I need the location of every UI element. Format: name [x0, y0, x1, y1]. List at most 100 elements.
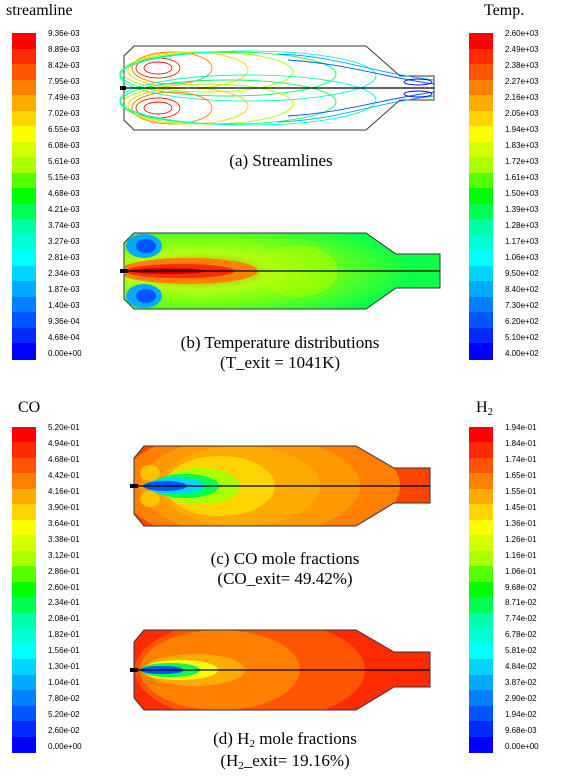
colorbar-swatch	[12, 281, 36, 298]
colorbar-swatch	[469, 674, 493, 691]
colorbar-swatch	[12, 550, 36, 567]
streamline-legend-title: streamline	[6, 2, 73, 19]
colorbar-tick-label: 1.82e-01	[48, 630, 80, 640]
colorbar-swatch	[12, 343, 36, 360]
colorbar-swatch	[469, 550, 493, 567]
colorbar-swatch	[12, 736, 36, 753]
colorbar-swatch	[12, 250, 36, 267]
colorbar-tick-label: 0.00e+00	[48, 742, 82, 751]
colorbar-tick-label: 3.38e-01	[48, 534, 80, 544]
colorbar-swatch	[469, 64, 493, 81]
colorbar-tick-label: 7.80e-02	[48, 694, 80, 704]
colorbar-tick-label: 4.94e-01	[48, 438, 80, 448]
colorbar-swatch	[469, 442, 493, 459]
colorbar-tick-label: 1.40e-03	[48, 301, 80, 310]
colorbar-tick-label: 2.16e+03	[505, 93, 539, 102]
colorbar-tick-label: 8.40e+02	[505, 285, 539, 294]
colorbar-tick-label: 1.84e-01	[505, 438, 537, 448]
colorbar-tick-label: 4.84e-02	[505, 662, 537, 672]
colorbar-swatch	[469, 535, 493, 552]
colorbar-swatch	[469, 327, 493, 345]
colorbar-swatch	[469, 95, 493, 112]
co-plot	[130, 445, 431, 527]
colorbar-tick-label: 5.81e-02	[505, 646, 537, 656]
colorbar-swatch	[469, 312, 493, 329]
colorbar-swatch	[12, 457, 36, 474]
colorbar-swatch	[469, 33, 493, 50]
colorbar-tick-label: 2.08e-01	[48, 614, 80, 624]
colorbar-tick-label: 1.45e-01	[505, 502, 537, 512]
colorbar-swatch	[469, 643, 493, 660]
colorbar-tick-label: 2.81e-03	[48, 253, 80, 262]
colorbar-swatch	[469, 203, 493, 220]
colorbar-swatch	[12, 628, 36, 645]
colorbar-tick-label: 4.00e+02	[505, 349, 539, 358]
colorbar-tick-label: 7.02e-03	[48, 109, 80, 118]
colorbar-swatch	[469, 581, 493, 598]
colorbar-tick-label: 5.10e+02	[505, 333, 539, 342]
colorbar-tick-label: 2.90e-02	[505, 694, 537, 704]
colorbar-tick-label: 9.50e+02	[505, 269, 539, 278]
colorbar-tick-label: 6.55e-03	[48, 125, 80, 134]
colorbar-tick-label: 1.74e-01	[505, 454, 537, 464]
colorbar-swatch	[469, 705, 493, 722]
colorbar-swatch	[12, 157, 36, 174]
colorbar-tick-label: 4.68e-04	[48, 333, 80, 342]
colorbar-tick-label: 1.65e-01	[505, 470, 537, 480]
colorbar-tick-label: 1.94e+03	[505, 125, 539, 134]
colorbar-tick-label: 2.49e+03	[505, 45, 539, 54]
colorbar-swatch	[12, 612, 36, 629]
colorbar-swatch	[12, 296, 36, 313]
colorbar-swatch	[12, 674, 36, 691]
colorbar-swatch	[12, 519, 36, 536]
caption-d-line2: (H2_exit= 19.16%)	[220, 751, 350, 772]
colorbar-tick-label: 1.55e-01	[505, 486, 537, 496]
colorbar-swatch	[12, 79, 36, 96]
colorbar-tick-label: 4.16e-01	[48, 486, 80, 496]
colorbar-tick-label: 4.21e-03	[48, 205, 80, 214]
colorbar-swatch	[469, 265, 493, 282]
colorbar-swatch	[12, 566, 36, 583]
temp-colorbar: 2.60e+03 2.49e+03 2.38e+03 2.27e+03 2.16e+03…	[469, 29, 566, 360]
colorbar-tick-label: 1.04e-01	[48, 678, 80, 688]
colorbar-tick-label: 7.49e-03	[48, 93, 80, 102]
colorbar-tick-label: 8.71e-02	[505, 598, 537, 608]
streamline-colorbar: 9.36e-03 8.89e-03 8.42e-03 7.95e-03 7.49e-03…	[12, 29, 122, 360]
caption-d-line1: (d) H2 mole fractions	[213, 729, 357, 750]
co-colorbar: 5.20e-01 4.94e-01 4.68e-01 4.42e-01 4.16e-01…	[12, 423, 122, 753]
colorbar-tick-label: 5.15e-03	[48, 173, 80, 182]
colorbar-tick-label: 2.60e-02	[48, 726, 80, 736]
colorbar-tick-label: 1.61e+03	[505, 173, 539, 182]
colorbar-tick-label: 9.36e-04	[48, 317, 80, 326]
colorbar-tick-label: 3.87e-02	[505, 678, 537, 688]
colorbar-tick-label: 3.12e-01	[48, 550, 80, 560]
caption-b-line1: (b) Temperature distributions	[180, 333, 380, 352]
h2-legend-title: H2	[476, 399, 494, 418]
colorbar-tick-label: 9.36e-03	[48, 29, 80, 38]
colorbar-swatch	[469, 628, 493, 645]
colorbar-tick-label: 2.86e-01	[48, 566, 80, 576]
colorbar-tick-label: 1.50e+03	[505, 189, 539, 198]
temp-legend-title: Temp.	[484, 2, 525, 19]
colorbar-swatch	[469, 427, 493, 444]
colorbar-swatch	[469, 721, 493, 738]
colorbar-swatch	[469, 48, 493, 65]
colorbar-swatch	[469, 612, 493, 629]
colorbar-tick-label: 1.39e+03	[505, 205, 539, 214]
streamline-plot	[119, 45, 435, 131]
colorbar-swatch	[469, 234, 493, 251]
colorbar-tick-label: 7.30e+02	[505, 301, 539, 310]
colorbar-swatch	[469, 79, 493, 96]
colorbar-swatch	[469, 110, 493, 127]
colorbar-swatch	[12, 488, 36, 505]
colorbar-swatch	[469, 504, 493, 521]
colorbar-swatch	[469, 343, 493, 360]
colorbar-swatch	[12, 659, 36, 676]
colorbar-swatch	[12, 312, 36, 329]
colorbar-tick-label: 0.00e+00	[505, 742, 539, 751]
colorbar-swatch	[469, 126, 493, 143]
colorbar-swatch	[12, 705, 36, 722]
colorbar-tick-label: 2.34e-01	[48, 598, 80, 608]
colorbar-swatch	[12, 48, 36, 65]
co-legend-title: CO	[18, 399, 41, 416]
